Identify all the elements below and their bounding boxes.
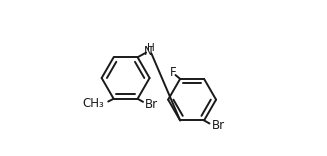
Text: F: F (170, 66, 176, 79)
Text: H: H (147, 43, 155, 54)
Text: N: N (144, 45, 152, 58)
Text: CH₃: CH₃ (83, 97, 104, 110)
Text: Br: Br (212, 119, 225, 132)
Text: Br: Br (145, 98, 159, 111)
